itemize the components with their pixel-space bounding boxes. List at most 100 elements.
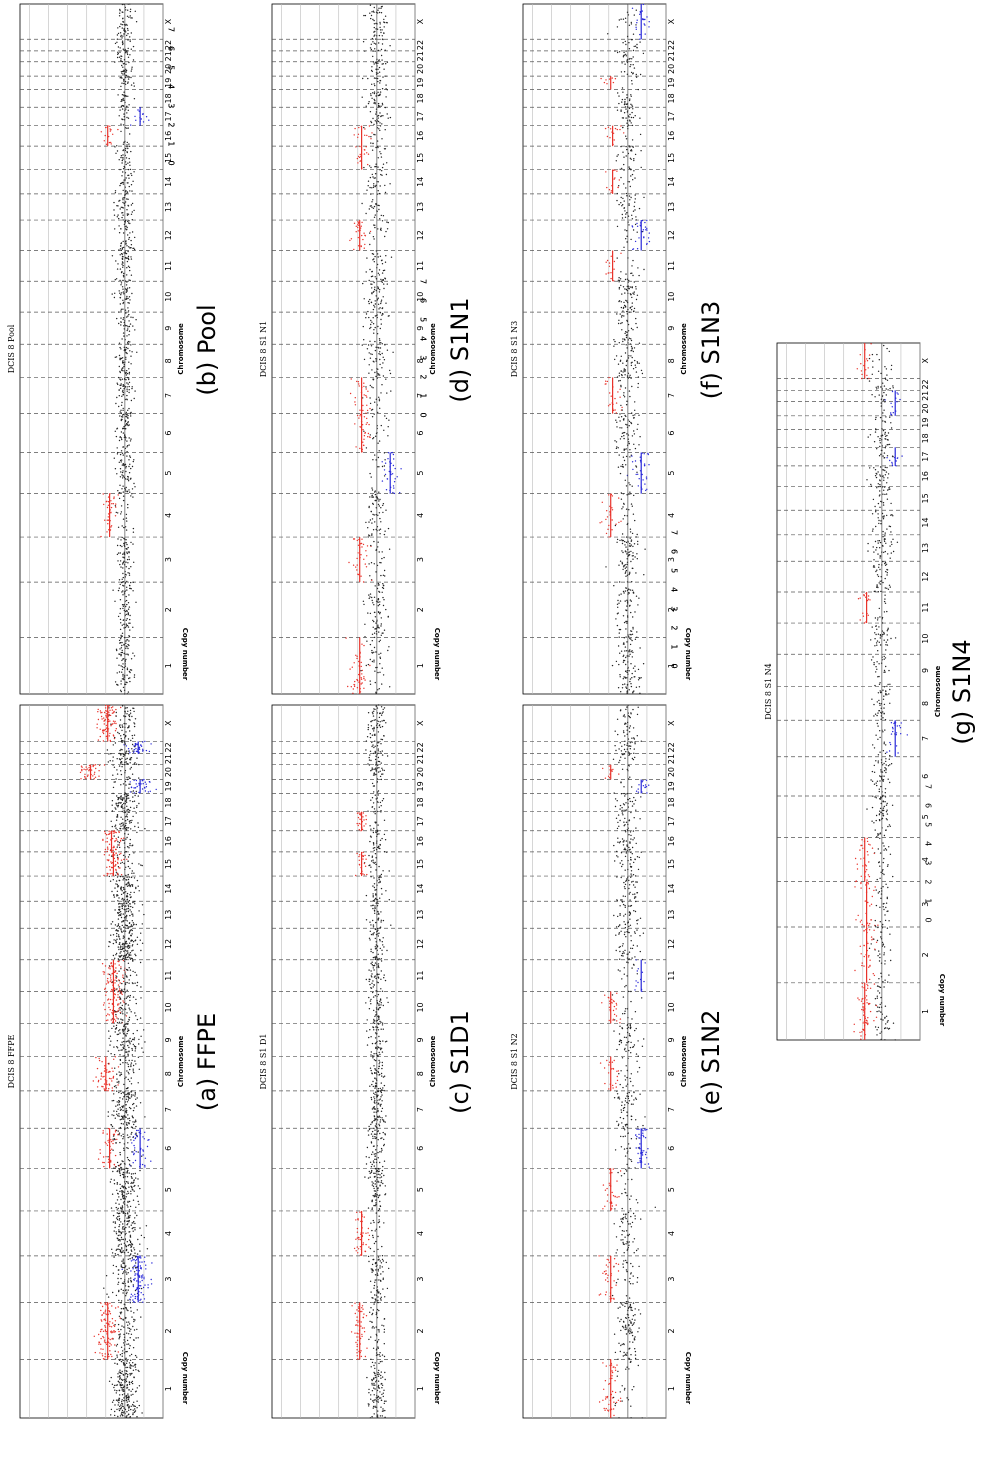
data-point — [378, 1065, 380, 1068]
data-point — [370, 770, 372, 772]
data-point — [374, 1136, 376, 1138]
data-point — [377, 1274, 379, 1277]
data-point — [374, 740, 376, 742]
data-point — [116, 814, 119, 816]
data-point — [128, 174, 130, 176]
data-point — [128, 1383, 131, 1386]
data-point — [121, 368, 123, 370]
data-point — [118, 1330, 120, 1333]
data-point — [130, 1126, 133, 1128]
data-point — [122, 183, 125, 185]
data-point — [362, 873, 364, 875]
data-point — [128, 606, 131, 608]
data-point — [138, 751, 140, 753]
data-point — [107, 998, 110, 1000]
data-point — [125, 288, 128, 291]
data-point — [113, 1325, 116, 1328]
data-point — [381, 1255, 384, 1257]
data-point — [365, 1315, 368, 1317]
data-point — [104, 1353, 106, 1355]
data-point — [135, 1177, 137, 1179]
data-point — [133, 1179, 135, 1181]
data-point — [374, 1190, 377, 1192]
data-point — [126, 668, 129, 671]
data-point — [119, 303, 122, 305]
data-point — [104, 1319, 107, 1322]
data-point — [372, 1182, 374, 1184]
data-point — [129, 247, 131, 249]
data-point — [362, 858, 364, 860]
data-point — [143, 1298, 146, 1300]
data-point — [129, 1136, 131, 1138]
data-point — [127, 250, 129, 253]
xtick-label: 12 — [164, 939, 173, 949]
data-point — [118, 587, 121, 589]
data-point — [99, 1149, 101, 1151]
data-point — [118, 831, 121, 833]
data-point — [126, 370, 128, 372]
data-point — [117, 1134, 119, 1136]
data-point — [119, 1174, 122, 1177]
data-point — [118, 1132, 121, 1134]
data-point — [379, 1184, 381, 1186]
data-point — [108, 1006, 110, 1009]
data-point — [121, 1268, 123, 1271]
data-point — [373, 1115, 375, 1117]
data-point — [359, 1211, 361, 1213]
data-point — [126, 1360, 128, 1362]
data-point — [380, 1296, 382, 1299]
data-point — [135, 1120, 137, 1123]
data-point — [116, 1161, 119, 1164]
data-point — [120, 862, 122, 864]
data-point — [119, 1394, 121, 1396]
data-point — [358, 864, 361, 866]
data-point — [116, 473, 118, 475]
data-point — [378, 1067, 380, 1070]
data-point — [119, 911, 122, 913]
data-point — [121, 806, 124, 808]
data-point — [113, 1256, 115, 1258]
data-point — [131, 219, 133, 221]
data-point — [125, 517, 128, 519]
data-point — [128, 296, 131, 298]
data-point — [128, 1046, 130, 1049]
data-point — [118, 322, 120, 325]
data-point — [370, 799, 372, 801]
data-point — [371, 1184, 374, 1186]
data-point — [377, 1380, 380, 1382]
data-point — [122, 288, 124, 290]
data-point — [378, 1309, 380, 1312]
data-point — [118, 56, 121, 58]
data-point — [126, 846, 129, 848]
data-point — [129, 957, 131, 959]
data-point — [138, 863, 140, 865]
data-point — [128, 266, 131, 269]
data-point — [381, 800, 384, 802]
data-point — [133, 1376, 135, 1379]
xtick-label: 22 — [164, 742, 173, 752]
data-point — [131, 1186, 133, 1188]
data-point — [120, 271, 123, 274]
data-point — [119, 1119, 122, 1121]
data-point — [121, 903, 124, 905]
ytick-label: 5 — [419, 317, 428, 322]
data-point — [120, 806, 123, 809]
data-point — [114, 924, 117, 926]
data-point — [377, 974, 379, 976]
data-point — [357, 1325, 359, 1327]
data-point — [126, 335, 128, 337]
data-point — [122, 1037, 124, 1039]
data-point — [370, 970, 372, 972]
data-point — [355, 1250, 357, 1252]
data-point — [118, 926, 121, 928]
data-point — [130, 239, 132, 242]
data-point — [372, 1347, 375, 1350]
data-point — [123, 335, 125, 337]
data-point — [138, 1287, 141, 1290]
data-point — [380, 743, 382, 745]
data-point — [121, 159, 124, 162]
data-point — [116, 1170, 118, 1173]
data-point — [119, 47, 121, 49]
data-point — [117, 1351, 120, 1353]
data-point — [120, 816, 122, 818]
